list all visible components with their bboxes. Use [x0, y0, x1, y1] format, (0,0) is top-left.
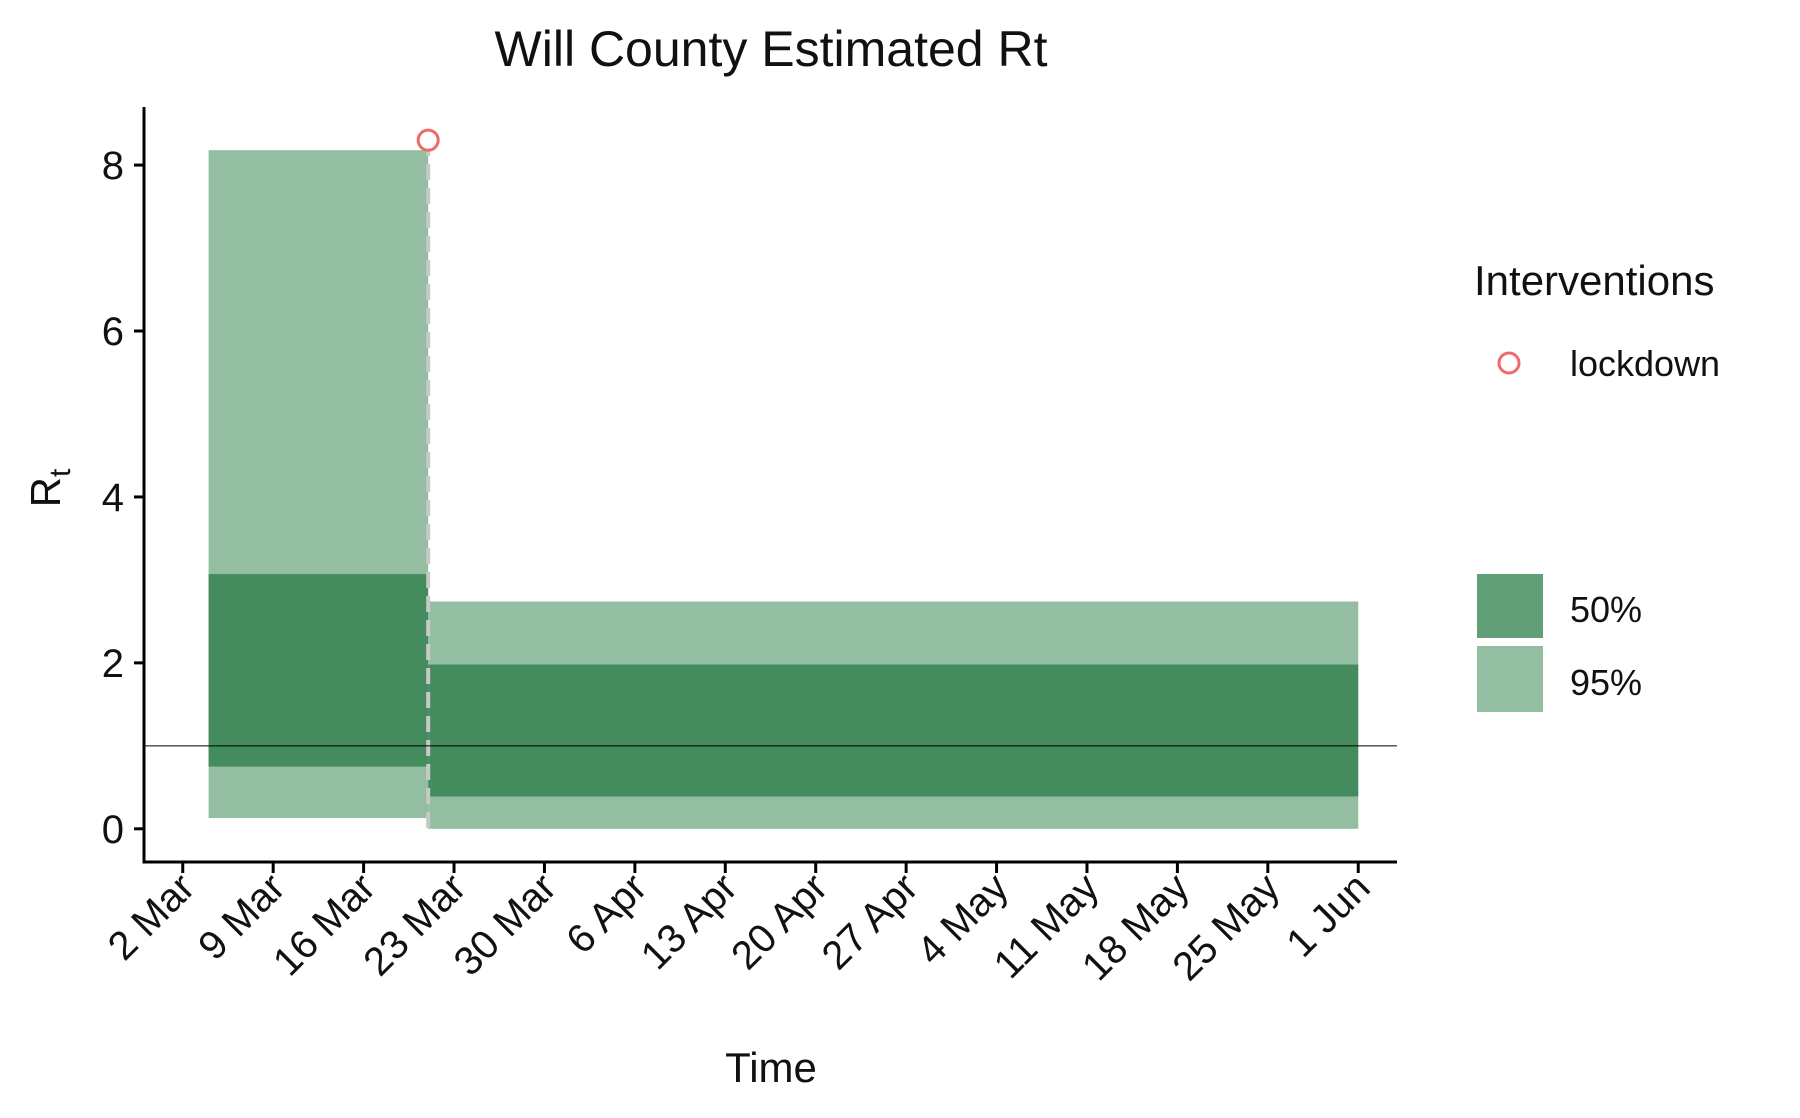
legend-lockdown-label: lockdown	[1570, 343, 1720, 384]
x-tick-label-4: 30 Mar	[446, 865, 565, 984]
y-tick-label-6: 6	[102, 310, 124, 354]
y-tick-label-8: 8	[102, 144, 124, 188]
y-axis-label-group: Rt	[22, 468, 77, 507]
x-tick-label-8: 27 Apr	[814, 865, 927, 978]
legend-interventions-title: Interventions	[1474, 257, 1714, 304]
chart-title: Will County Estimated Rt	[495, 21, 1048, 77]
y-axis-label-subscript: t	[44, 468, 77, 477]
ci50-band-1	[428, 664, 1359, 797]
x-axis-label: Time	[725, 1044, 817, 1091]
intervention-markers	[416, 128, 440, 152]
legend: Interventions lockdown 50% 95%	[1474, 257, 1720, 712]
legend-95-label: 95%	[1570, 662, 1642, 703]
legend-50-label: 50%	[1570, 589, 1642, 630]
intervention-marker-lockdown	[416, 128, 440, 152]
y-axis-ticks: 0 2 4 6 8	[102, 144, 144, 852]
axes	[142, 107, 1397, 864]
legend-swatch-95	[1477, 646, 1543, 712]
ci50-band-0	[208, 574, 429, 767]
y-tick-label-4: 4	[102, 476, 124, 520]
x-tick-label-13: 1 Jun	[1278, 865, 1378, 965]
legend-lockdown-marker	[1497, 351, 1521, 375]
y-tick-label-0: 0	[102, 808, 124, 852]
x-tick-label-2: 16 Mar	[265, 865, 384, 984]
ci-bands	[208, 150, 1359, 829]
x-tick-label-3: 23 Mar	[355, 865, 474, 984]
legend-swatch-50	[1477, 574, 1543, 638]
x-tick-label-6: 13 Apr	[633, 865, 746, 978]
y-axis-label: Rt	[22, 468, 77, 507]
x-tick-label-0: 2 Mar	[100, 865, 203, 968]
x-tick-label-7: 20 Apr	[723, 865, 836, 978]
y-tick-label-2: 2	[102, 642, 124, 686]
